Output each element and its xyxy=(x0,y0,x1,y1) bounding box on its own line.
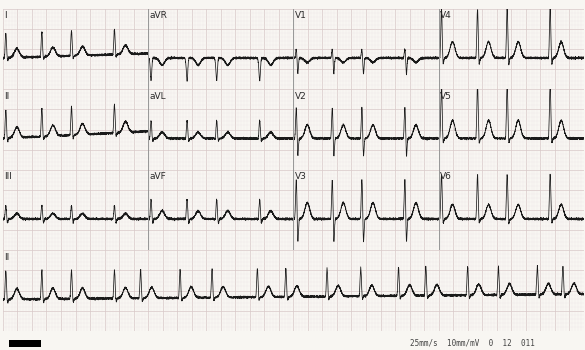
Text: II: II xyxy=(4,253,9,262)
Text: V2: V2 xyxy=(295,92,307,101)
Text: I: I xyxy=(4,11,7,20)
Text: V1: V1 xyxy=(295,11,307,20)
Text: aVR: aVR xyxy=(150,11,167,20)
Text: V4: V4 xyxy=(440,11,452,20)
Text: V6: V6 xyxy=(440,172,452,181)
Text: V5: V5 xyxy=(440,92,452,101)
Text: III: III xyxy=(4,172,12,181)
Text: aVF: aVF xyxy=(150,172,166,181)
Text: 25mm/s  10mm/mV  0  12  011: 25mm/s 10mm/mV 0 12 011 xyxy=(410,338,534,347)
Text: V3: V3 xyxy=(295,172,307,181)
Text: II: II xyxy=(4,92,9,101)
Text: aVL: aVL xyxy=(150,92,166,101)
